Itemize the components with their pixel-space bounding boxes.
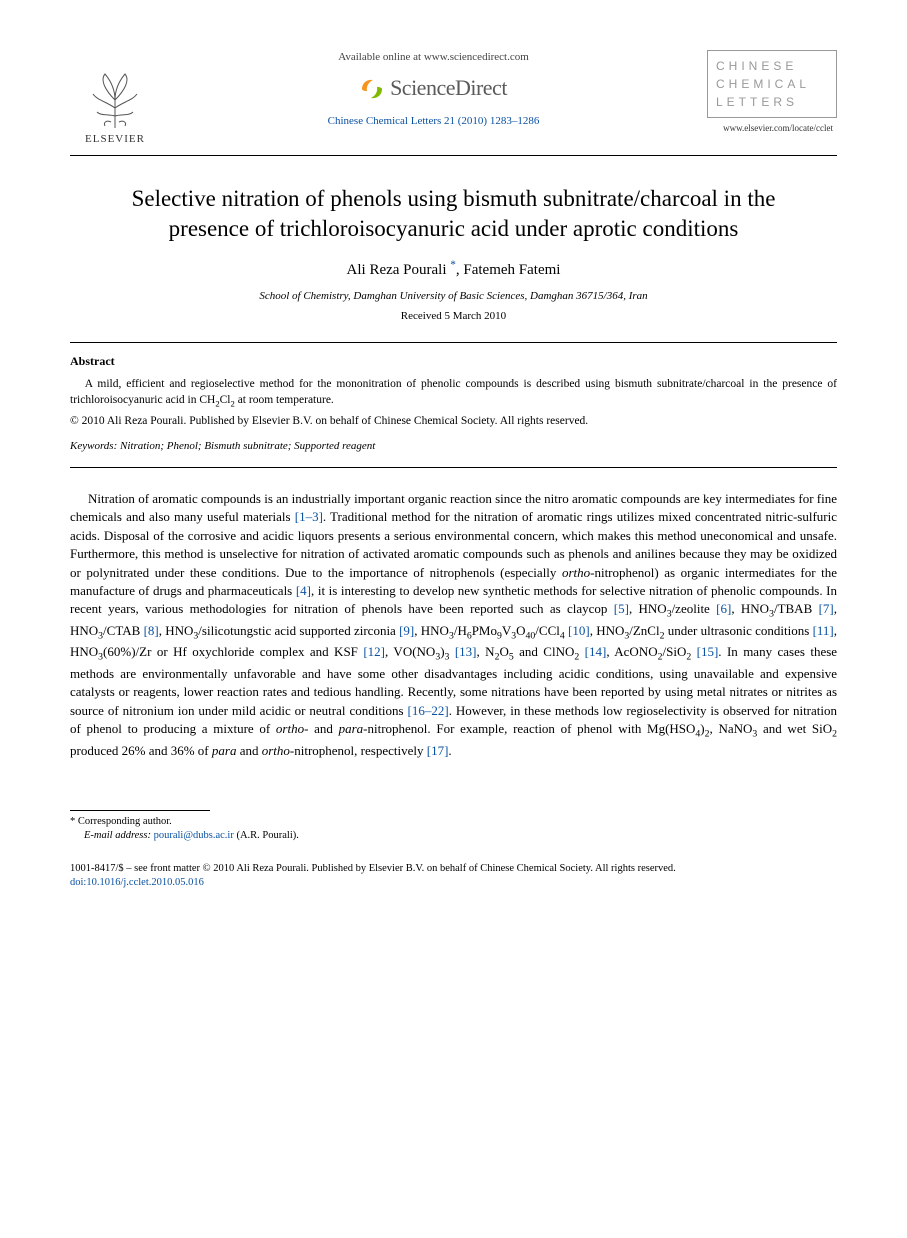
email-author-suffix: (A.R. Pourali). — [236, 830, 298, 841]
article-title: Selective nitration of phenols using bis… — [110, 184, 797, 244]
ref-15[interactable]: [15] — [697, 644, 719, 659]
sciencedirect-logo: ScienceDirect — [360, 73, 507, 104]
ref-16-22[interactable]: [16–22] — [408, 703, 449, 718]
front-matter-line: 1001-8417/$ – see front matter © 2010 Al… — [70, 862, 837, 876]
journal-reference[interactable]: Chinese Chemical Letters 21 (2010) 1283–… — [170, 114, 697, 129]
doi-link[interactable]: doi:10.1016/j.cclet.2010.05.016 — [70, 877, 204, 888]
journal-locate-url[interactable]: www.elsevier.com/locate/cclet — [707, 122, 837, 135]
email-label: E-mail address: — [84, 830, 151, 841]
ref-17[interactable]: [17] — [427, 743, 449, 758]
author-2: Fatemeh Fatemi — [463, 262, 560, 278]
abstract-bottom-rule — [70, 467, 837, 468]
publisher-logo-block: ELSEVIER — [70, 50, 160, 147]
corresponding-asterisk: * — [450, 259, 456, 271]
journal-line-2: Chemical — [716, 75, 828, 93]
sd-swoosh-icon — [360, 77, 384, 101]
journal-line-3: Letters — [716, 93, 828, 111]
ref-14[interactable]: [14] — [585, 644, 607, 659]
ref-4[interactable]: [4] — [296, 583, 311, 598]
ref-6[interactable]: [6] — [716, 601, 731, 616]
abstract-heading: Abstract — [70, 353, 837, 370]
available-online-text: Available online at www.sciencedirect.co… — [170, 50, 697, 65]
elsevier-tree-icon — [85, 70, 145, 130]
ref-8[interactable]: [8] — [144, 623, 159, 638]
keywords-line: Keywords: Nitration; Phenol; Bismuth sub… — [70, 439, 837, 454]
email-line: E-mail address: pourali@dubs.ac.ir (A.R.… — [84, 829, 837, 843]
ref-1-3[interactable]: [1–3] — [295, 509, 323, 524]
header-rule — [70, 155, 837, 156]
publisher-name: ELSEVIER — [85, 132, 145, 147]
ref-7[interactable]: [7] — [819, 601, 834, 616]
sciencedirect-text: ScienceDirect — [390, 73, 507, 104]
footnote-block: * Corresponding author. E-mail address: … — [70, 815, 837, 842]
bottom-block: 1001-8417/$ – see front matter © 2010 Al… — [70, 862, 837, 889]
ref-12[interactable]: [12] — [363, 644, 385, 659]
abstract-copyright: © 2010 Ali Reza Pourali. Published by El… — [70, 413, 837, 429]
affiliation: School of Chemistry, Damghan University … — [70, 289, 837, 304]
header-row: ELSEVIER Available online at www.science… — [70, 50, 837, 147]
ref-5[interactable]: [5] — [614, 601, 629, 616]
journal-line-1: Chinese — [716, 57, 828, 75]
ref-11[interactable]: [11] — [813, 623, 834, 638]
ref-13[interactable]: [13] — [455, 644, 477, 659]
email-link[interactable]: pourali@dubs.ac.ir — [154, 830, 234, 841]
abstract-text: A mild, efficient and regioselective met… — [70, 376, 837, 409]
body-paragraph: Nitration of aromatic compounds is an in… — [70, 490, 837, 760]
center-header: Available online at www.sciencedirect.co… — [160, 50, 707, 130]
keywords-items: Nitration; Phenol; Bismuth subnitrate; S… — [120, 440, 375, 452]
footnote-separator — [70, 810, 210, 811]
journal-ref-text: Chinese Chemical Letters 21 (2010) 1283–… — [328, 115, 540, 127]
received-date: Received 5 March 2010 — [70, 309, 837, 324]
abstract-block: Abstract A mild, efficient and regiosele… — [70, 343, 837, 467]
keywords-label: Keywords: — [70, 440, 117, 452]
authors-line: Ali Reza Pourali *, Fatemeh Fatemi — [70, 258, 837, 281]
journal-title-box: Chinese Chemical Letters — [707, 50, 837, 118]
journal-box-wrapper: Chinese Chemical Letters www.elsevier.co… — [707, 50, 837, 135]
journal-title-lines: Chinese Chemical Letters — [716, 57, 828, 111]
author-1: Ali Reza Pourali — [347, 262, 447, 278]
ref-9[interactable]: [9] — [399, 623, 414, 638]
corresponding-author-note: * Corresponding author. — [70, 815, 837, 829]
ref-10[interactable]: [10] — [568, 623, 590, 638]
